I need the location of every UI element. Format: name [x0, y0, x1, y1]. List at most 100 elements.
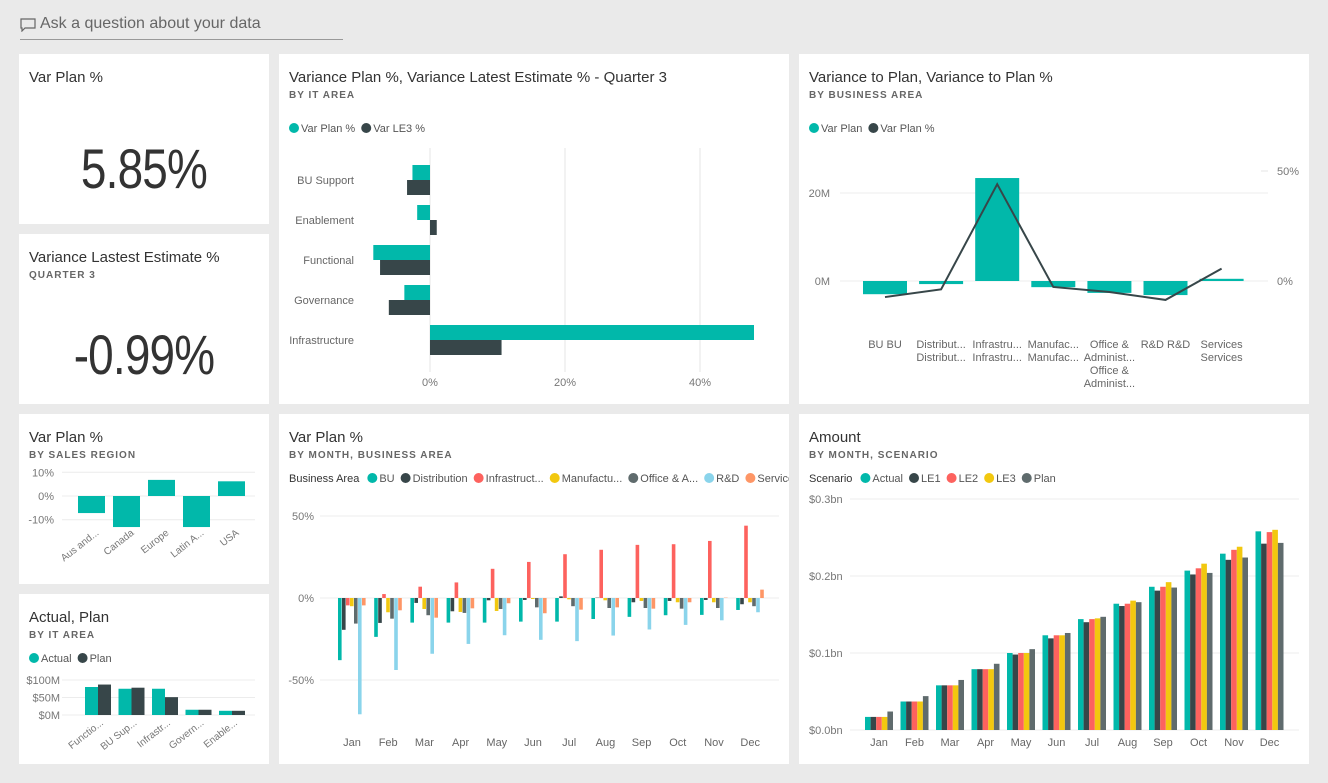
bar: [687, 598, 692, 603]
legend-marker: [984, 473, 995, 483]
bar-le3: [952, 685, 959, 730]
legend-item: Actual: [41, 653, 72, 665]
x-tick-label: 40%: [689, 377, 711, 389]
bar-le1: [1012, 654, 1019, 730]
legend-item: LE3: [996, 473, 1016, 485]
y-left-tick-label: 0M: [815, 276, 830, 288]
qa-search-box[interactable]: Ask a question about your data: [20, 12, 343, 40]
month-label: Sep: [632, 737, 652, 749]
month-label: Jan: [870, 737, 888, 749]
bar: [218, 481, 245, 496]
bar-actual: [118, 688, 132, 715]
kpi-tile-var-plan[interactable]: Var Plan % 5.85%: [19, 54, 269, 224]
bar-plan: [1135, 602, 1142, 730]
bar: [679, 598, 684, 609]
bar-le3: [1023, 653, 1030, 730]
chart-tile-variance-by-business-area[interactable]: Variance to Plan, Variance to Plan % BY …: [799, 54, 1309, 404]
month-label: Dec: [1260, 737, 1280, 749]
bar: [390, 598, 394, 619]
bar-le3: [1094, 618, 1101, 730]
month-label: May: [1011, 737, 1032, 749]
y-tick-label: $0.0bn: [809, 725, 843, 737]
legend-marker: [909, 473, 919, 483]
bar-var-plan: [417, 205, 430, 220]
chart-tile-variance-by-it-area[interactable]: Variance Plan %, Variance Latest Estimat…: [279, 54, 789, 404]
category-label: Govern...: [167, 718, 206, 752]
bar-le2: [876, 716, 882, 730]
legend-marker: [361, 123, 372, 133]
bar: [535, 598, 539, 608]
month-label: Oct: [1190, 737, 1207, 749]
category-label: Administ...: [1084, 352, 1135, 364]
legend: Scenario Actual LE1 LE2 LE3 Plan: [809, 473, 1056, 485]
legend-item: Plan: [90, 653, 112, 665]
bar-actual: [85, 687, 98, 715]
bar: [354, 598, 358, 624]
bar-le3: [1201, 563, 1207, 730]
chat-bubble-icon: [20, 18, 36, 32]
chart-tile-var-plan-by-month[interactable]: Var Plan % BY MONTH, BUSINESS AREA Busin…: [279, 414, 789, 764]
kpi-tile-variance-le[interactable]: Variance Lastest Estimate % QUARTER 3 -0…: [19, 234, 269, 404]
bar: [338, 598, 342, 661]
chart-tile-var-plan-by-sales-region[interactable]: Var Plan % BY SALES REGION 10% 0% -10% Aus …: [19, 414, 269, 584]
bar-var-le3: [430, 220, 437, 235]
bar: [555, 598, 559, 622]
bar-var-plan: [1199, 278, 1244, 281]
chart-tile-actual-plan[interactable]: Actual, Plan BY IT AREA Actual Plan $100M $…: [19, 594, 269, 764]
category-label: Infrastru...: [972, 339, 1022, 351]
legend-marker: [77, 653, 88, 663]
bar: [470, 598, 475, 609]
bar-le1: [977, 669, 983, 730]
horizontal-bar-chart: Var Plan % Var LE3 % 0% 20% 40% BU Support Ena…: [289, 123, 754, 389]
legend-item: Services: [757, 473, 789, 485]
bar: [418, 586, 422, 598]
tile-title: Variance to Plan, Variance to Plan %: [809, 69, 1053, 86]
category-label: Aus and...: [59, 528, 101, 564]
legend: Var Plan Var Plan %: [809, 123, 935, 135]
bar-var-plan: [1087, 281, 1132, 293]
bar-var-le3: [430, 340, 502, 355]
legend: Business Area BU Distribution Infrastruct..…: [289, 473, 789, 485]
month-label: May: [486, 737, 507, 749]
x-tick-label: 0%: [422, 377, 438, 389]
y-tick-label: $0.2bn: [809, 571, 843, 583]
category-label: Manufac...: [1028, 339, 1079, 351]
bar: [482, 598, 487, 623]
legend-marker: [1021, 473, 1032, 483]
bar-actual: [1220, 553, 1226, 730]
y-tick-label: 0%: [38, 491, 54, 503]
bar: [744, 525, 748, 598]
tile-title: Actual, Plan: [29, 609, 110, 626]
month-label: Dec: [740, 737, 760, 749]
legend-title: Scenario: [809, 473, 852, 485]
bar-var-plan: [1031, 281, 1076, 288]
y-tick-label: $100M: [26, 675, 60, 687]
bar-le2: [947, 685, 953, 730]
bar-plan: [1029, 649, 1035, 730]
bar: [378, 598, 382, 623]
legend-marker: [29, 653, 39, 663]
bar: [398, 598, 402, 611]
bar: [756, 598, 760, 613]
bar-plan: [958, 679, 964, 730]
kpi-value: -0.99%: [73, 323, 215, 386]
bar-plan: [1206, 572, 1213, 730]
y-tick-label: -10%: [28, 515, 54, 527]
bar: [342, 598, 346, 630]
bar: [760, 589, 764, 598]
legend-item: Var Plan: [821, 123, 862, 135]
month-label: Oct: [669, 737, 686, 749]
bar: [539, 598, 543, 640]
category-label: Office &: [1090, 365, 1130, 377]
chart-tile-amount-by-month[interactable]: Amount BY MONTH, SCENARIO Scenario Actual…: [799, 414, 1309, 764]
category-label: Enable...: [202, 718, 240, 751]
legend-marker: [809, 123, 819, 133]
category-label: USA: [218, 527, 241, 549]
bar-le2: [1089, 619, 1095, 730]
month-label: Nov: [704, 737, 724, 749]
bar: [671, 544, 676, 598]
legend-item: Infrastruct...: [486, 473, 544, 485]
bar-actual: [900, 701, 907, 730]
bar: [486, 598, 491, 601]
bar-le3: [1059, 635, 1065, 730]
